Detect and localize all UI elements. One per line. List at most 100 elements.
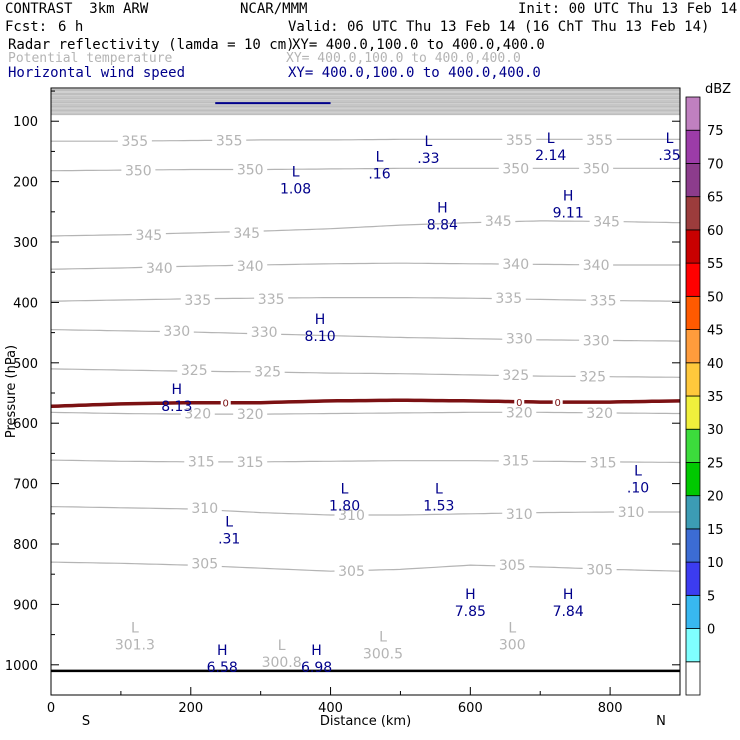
theta-contour-label: 340 — [583, 258, 610, 274]
theta-label-bg — [233, 161, 268, 177]
colorbar-swatch — [685, 329, 701, 364]
wind-low-marker: L — [435, 481, 443, 497]
theta-label-bg — [121, 162, 156, 178]
wind-extremum-value: 8.10 — [304, 329, 335, 345]
theta-label-bg — [142, 259, 177, 275]
colorbar-swatch — [685, 462, 701, 497]
theta-low-marker: L — [379, 629, 387, 645]
colorbar-swatch — [685, 196, 701, 231]
colorbar-unit: dBZ — [705, 82, 731, 97]
x-tick-label: 400 — [318, 701, 343, 716]
theta-label-bg — [614, 503, 649, 519]
theta-contour-label: 310 — [338, 508, 365, 524]
colorbar-level-label: 35 — [707, 390, 724, 405]
colorbar-swatch — [685, 262, 701, 297]
colorbar-level-label: 70 — [707, 157, 724, 172]
y-tick-label: 800 — [13, 538, 38, 553]
field-reflectivity-xy: XY= 400.0,100.0 to 400.0,400.0 — [292, 37, 545, 53]
theta-label-bg — [582, 131, 617, 147]
theta-contour-label: 350 — [583, 161, 610, 177]
theta-low-marker: L — [278, 638, 286, 654]
colorbar-swatch — [685, 395, 701, 430]
field-theta-name: Potential temperature — [8, 51, 173, 66]
theta-label-bg — [575, 368, 610, 384]
colorbar-level-label: 40 — [707, 357, 724, 372]
colorbar-swatch — [685, 594, 701, 629]
theta-label-bg — [498, 366, 533, 382]
theta-contour-335 — [51, 297, 680, 302]
theta-label-bg — [498, 452, 533, 468]
theta-label-bg — [250, 363, 285, 379]
colorbar-level-label: 10 — [707, 556, 724, 571]
theta-label-bg — [502, 404, 537, 420]
theta-extremum-value: 301.3 — [115, 637, 155, 653]
colorbar-level-label: 20 — [707, 490, 724, 505]
colorbar-swatch — [685, 229, 701, 264]
wind-high-marker: H — [563, 587, 574, 603]
theta-contour-350 — [51, 167, 680, 172]
theta-contour-label: 305 — [499, 558, 526, 574]
theta-label-bg — [579, 256, 614, 272]
theta-label-bg — [582, 404, 617, 420]
valid-time: Valid: 06 UTC Thu 13 Feb 14 (16 ChT Thu … — [288, 19, 710, 35]
zero-contour-label: 0 — [516, 398, 522, 409]
init-time: Init: 00 UTC Thu 13 Feb 14 — [518, 1, 738, 17]
theta-label-bg — [586, 454, 621, 470]
zero-contour-label: 0 — [555, 398, 561, 409]
theta-label-bg — [579, 332, 614, 348]
colorbar-swatch — [685, 295, 701, 330]
wind-high-marker: H — [311, 643, 322, 659]
theta-label-bg — [187, 499, 222, 515]
theta-contour-label: 325 — [502, 368, 529, 384]
wind-high-marker: H — [217, 643, 228, 659]
colorbar-level-label: 30 — [707, 423, 724, 438]
theta-contour-label: 345 — [135, 228, 162, 244]
theta-label-bg — [131, 226, 166, 242]
theta-contour-label: 355 — [506, 133, 533, 149]
wind-extremum-value: .16 — [368, 166, 390, 182]
wind-high-marker: H — [465, 587, 476, 603]
theta-contour-label: 315 — [502, 454, 529, 470]
zero-label-bg — [514, 397, 525, 408]
theta-contour-label: 320 — [586, 406, 613, 422]
colorbar-swatch — [685, 362, 701, 397]
theta-contour-label: 330 — [251, 325, 278, 341]
colorbar-level-label: 55 — [707, 257, 724, 272]
theta-contour-label: 305 — [338, 564, 365, 580]
theta-contour-330 — [51, 329, 680, 342]
field-wind-xy: XY= 400.0,100.0 to 400.0,400.0 — [288, 65, 541, 81]
colorbar-level-label: 50 — [707, 290, 724, 305]
theta-contour-label: 305 — [586, 562, 613, 578]
wind-low-marker: L — [341, 481, 349, 497]
theta-label-bg — [495, 557, 530, 573]
theta-label-bg — [177, 362, 212, 378]
theta-contour-315 — [51, 459, 680, 464]
theta-contour-label: 350 — [502, 161, 529, 177]
colorbar-level-label: 60 — [707, 224, 724, 239]
theta-contour-label: 310 — [191, 501, 218, 517]
wind-extremum-value: 8.84 — [427, 218, 458, 234]
theta-contour-label: 320 — [506, 405, 533, 421]
colorbar-level-label: 15 — [707, 523, 724, 538]
wind-low-marker: L — [424, 134, 432, 150]
fcst-label: Fcst: — [5, 19, 48, 35]
field-reflectivity-name: Radar reflectivity (lamda = 10 cm) — [8, 37, 295, 53]
x-end-label-right: N — [656, 714, 666, 729]
theta-contour-label: 345 — [233, 226, 260, 242]
x-tick-label: 800 — [598, 701, 623, 716]
theta-label-bg — [229, 224, 264, 240]
wind-low-marker: L — [292, 164, 300, 180]
wind-low-marker: L — [666, 131, 674, 147]
theta-label-bg — [579, 160, 614, 176]
wind-high-marker: H — [315, 312, 326, 328]
wind-high-marker: H — [172, 382, 183, 398]
model-title: CONTRAST 3km ARW — [5, 1, 149, 17]
theta-contour-label: 335 — [258, 292, 285, 308]
x-tick-label: 200 — [178, 701, 203, 716]
theta-contour-label: 335 — [184, 293, 211, 309]
wind-extremum-value: 2.14 — [535, 148, 566, 164]
y-tick-label: 200 — [13, 176, 38, 191]
colorbar-swatch — [685, 528, 701, 563]
theta-contour-label: 355 — [586, 133, 613, 149]
